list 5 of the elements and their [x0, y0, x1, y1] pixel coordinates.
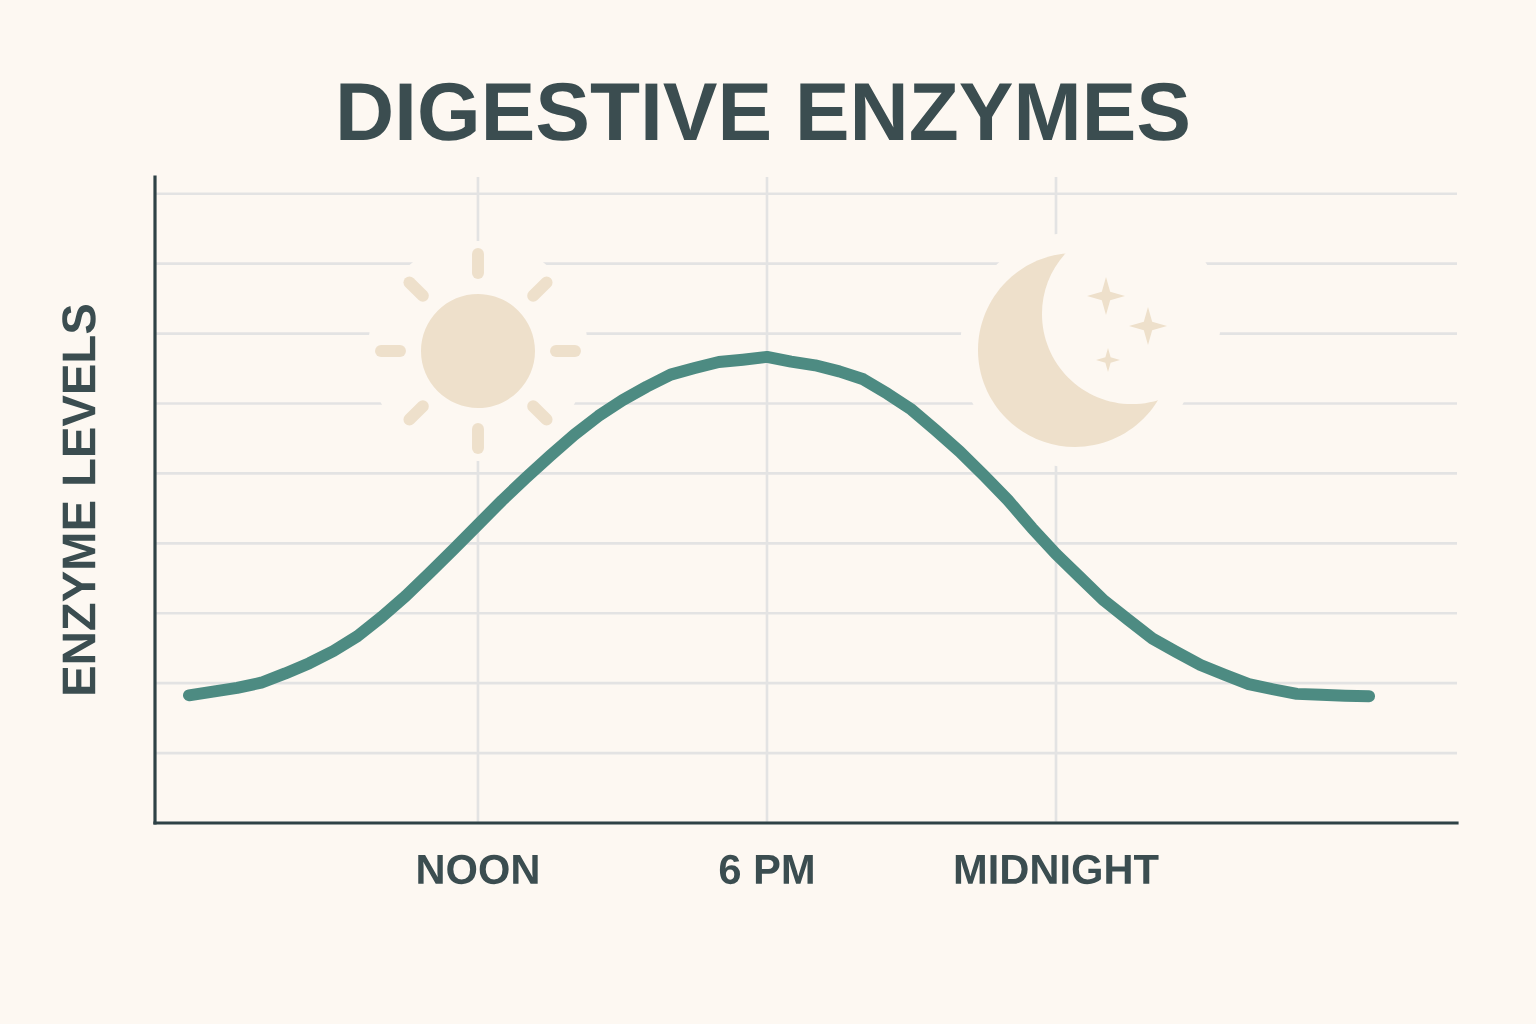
x-tick-label: 6 PM	[719, 854, 813, 885]
y-axis-title: ENZYME LEVELS	[62, 305, 96, 694]
x-tick-label: NOON	[418, 854, 538, 885]
x-tick-label: MIDNIGHT	[955, 854, 1159, 885]
chart-title: DIGESTIVE ENZYMES	[340, 82, 1188, 141]
